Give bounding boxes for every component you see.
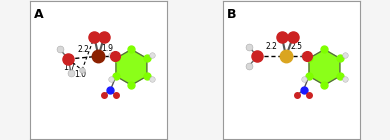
Polygon shape xyxy=(116,49,147,85)
Text: 1.7: 1.7 xyxy=(64,63,76,72)
Text: 2.5: 2.5 xyxy=(290,42,302,51)
Text: 2.2: 2.2 xyxy=(266,42,278,51)
Polygon shape xyxy=(309,49,340,85)
Text: 1.0: 1.0 xyxy=(74,70,87,79)
Text: A: A xyxy=(34,8,44,21)
Text: B: B xyxy=(227,8,237,21)
Text: 1.9: 1.9 xyxy=(101,44,113,52)
Text: 2.2: 2.2 xyxy=(78,45,89,54)
